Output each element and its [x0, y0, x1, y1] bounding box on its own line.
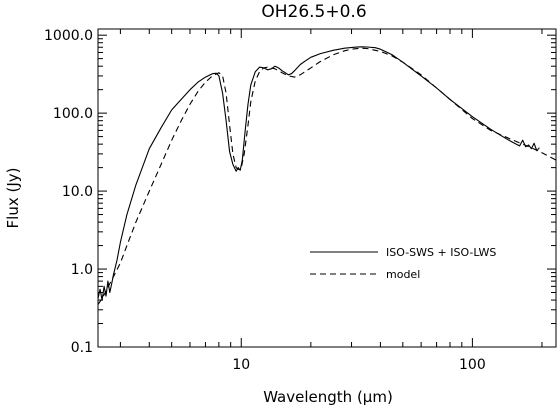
y-tick-label: 100.0 — [53, 106, 93, 122]
y-tick-labels: 0.1 1.0 10.0 100.0 1000.0 — [44, 28, 93, 356]
series-line-1 — [97, 47, 557, 305]
y-tick-label: 0.1 — [71, 340, 93, 356]
x-axis-label: Wavelength (μm) — [263, 388, 393, 405]
series-lines — [97, 46, 557, 305]
y-tick-label: 1.0 — [71, 262, 93, 278]
legend: ISO-SWS + ISO-LWS model — [310, 246, 496, 281]
chart-title: OH26.5+0.6 — [261, 2, 366, 22]
y-tick-label: 1000.0 — [44, 28, 93, 44]
legend-label-1: model — [386, 268, 420, 281]
x-tick-label: 10 — [232, 357, 250, 373]
x-tick-label: 100 — [459, 357, 486, 373]
legend-label-0: ISO-SWS + ISO-LWS — [386, 246, 496, 259]
y-tick-label: 10.0 — [62, 184, 93, 200]
y-axis-label: Flux (Jy) — [4, 168, 22, 229]
axis-ticks — [98, 29, 556, 348]
x-tick-labels: 10 100 — [232, 357, 485, 373]
plot-frame — [97, 28, 557, 348]
series-line-0 — [97, 46, 540, 301]
